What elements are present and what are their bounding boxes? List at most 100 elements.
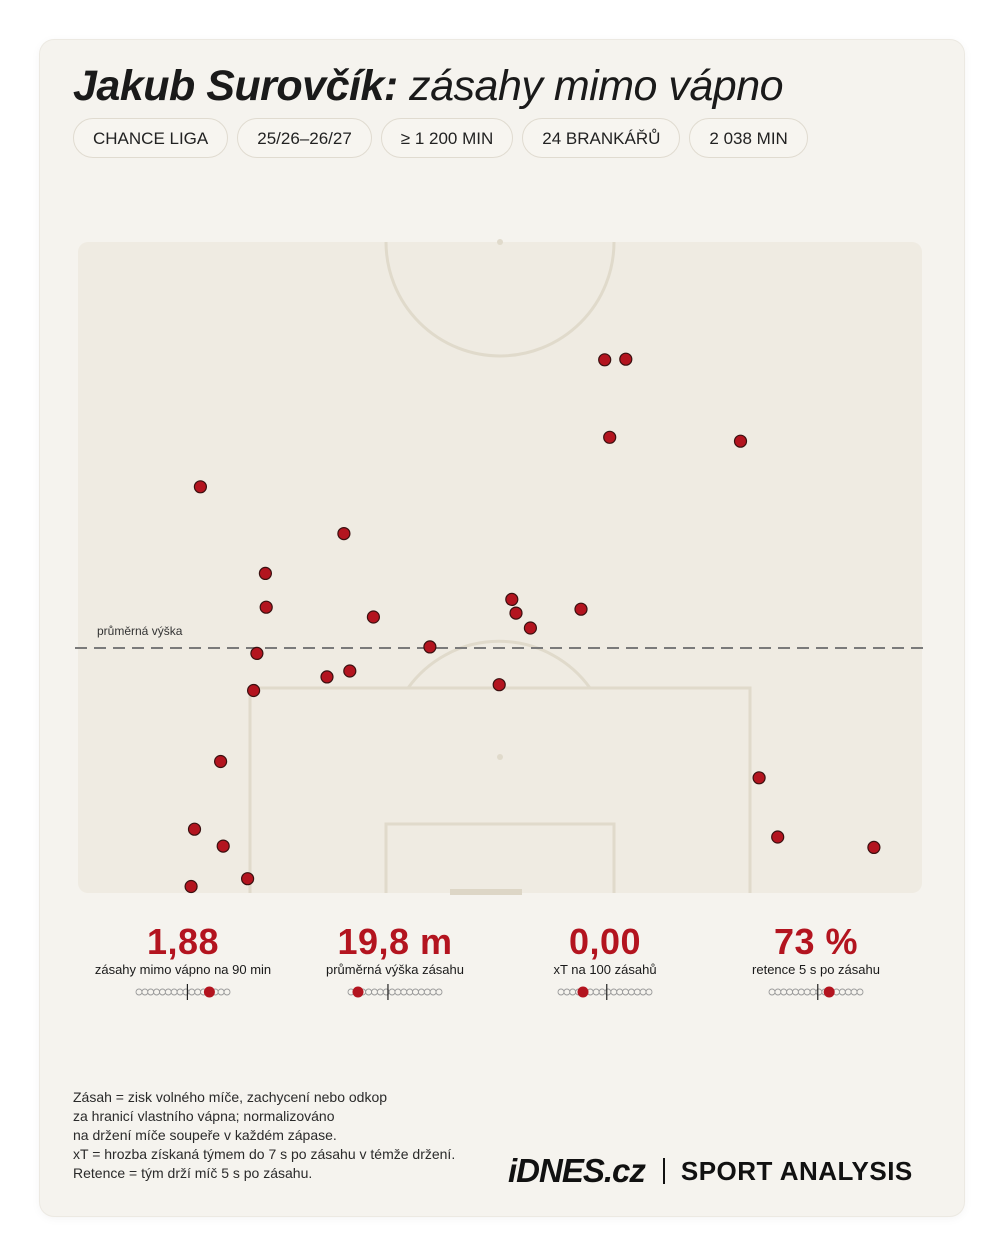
intervention-point [343,664,357,678]
distribution-dot [176,988,184,996]
intervention-point [619,352,633,366]
distribution-strip [557,984,653,1000]
distribution-dot [797,988,805,996]
player-name: Jakub Surovčík: [73,62,398,110]
intervention-point [184,879,198,894]
distribution-dot [429,988,437,996]
intervention-point [509,606,523,620]
filter-pill-league: CHANCE LIGA [73,118,229,158]
intervention-point [214,754,228,769]
stat-label: retence 5 s po zásahu [752,962,880,977]
distribution-dot [809,988,817,996]
distribution-dot [135,988,143,996]
idnes-logo: iDNES.cz [508,1152,646,1189]
player-marker [352,986,364,998]
distribution-strip [135,984,231,1000]
distribution-dot [610,988,618,996]
scatter-points [184,352,881,894]
pitch-chart: průměrná výška [75,239,930,895]
distribution-strip [768,984,864,1000]
distribution-dot [423,988,431,996]
intervention-point [771,830,785,844]
intervention-point [423,640,437,654]
distribution-dot [371,988,378,996]
distribution-dot [856,988,864,996]
stat-label: xT na 100 zásahů [553,962,657,977]
distribution-dot [850,988,858,996]
distribution-dot [815,988,823,996]
footnote-line: xT = hrozba získaná týmem do 7 s po zása… [73,1146,456,1162]
intervention-point [241,872,255,886]
penalty-spot [497,754,503,760]
penalty-arc [406,639,592,689]
distribution-dot [417,988,425,996]
distribution-dot [365,988,373,996]
player-marker [203,986,215,998]
distribution-dot [786,988,794,996]
brand-footer: iDNES.cz SPORT ANALYSIS [508,1148,913,1194]
filter-pills: CHANCE LIGA 25/26–26/27 ≥ 1 200 MIN 24 B… [73,118,808,158]
footnote-line: za hranicí vlastního vápna; normalizován… [73,1108,335,1124]
distribution-dot [838,988,846,996]
distribution-dot [164,988,172,996]
average-height-label: průměrná výška [97,624,183,638]
stat-interventions: 1,88 zásahy mimo vápno na 90 min [73,922,293,1000]
page-title: Jakub Surovčík: zásahy mimo vápno [73,58,784,114]
distribution-dot [400,988,408,996]
stat-label: průměrná výška zásahu [325,962,464,977]
intervention-point [366,610,380,624]
filter-pill-min-minutes: ≥ 1 200 MIN [380,118,514,158]
filter-pill-goalkeepers: 24 BRANKÁŘŮ [522,118,681,158]
stat-value: 19,8 m [337,921,453,962]
distribution-strip [347,984,443,1000]
intervention-point [598,353,612,367]
intervention-point [752,771,766,785]
stat-value: 73 % [773,921,859,962]
distribution-dot [170,988,178,996]
intervention-point [337,527,351,541]
distribution-dot [557,988,565,996]
filter-pill-minutes: 2 038 MIN [689,118,808,158]
intervention-point [867,840,881,855]
distribution-dot [563,988,571,996]
distribution-dot [598,988,606,996]
distribution-dot [194,988,202,996]
distribution-dot [147,988,155,996]
distribution-dot [159,988,166,996]
intervention-point [733,434,748,448]
stat-xt: 0,00 xT na 100 zásahů [495,922,715,1000]
goal-box [384,822,616,893]
intervention-point [258,566,272,580]
footnote-line: na držení míče soupeře v každém zápase. [73,1127,337,1143]
filter-pill-seasons: 25/26–26/27 [237,118,372,158]
distribution-dot [406,988,414,996]
intervention-point [247,683,261,698]
stat-retention: 73 % retence 5 s po zásahu [706,922,926,1000]
distribution-dot [604,988,612,996]
distribution-dot [616,988,624,996]
center-circle [384,241,616,358]
intervention-point [523,621,537,635]
distribution-dot [639,988,647,996]
stat-value: 1,88 [146,921,220,962]
distribution-dot [844,988,852,996]
center-spot [497,239,503,245]
distribution-dot [627,988,635,996]
distribution-dot [592,988,600,996]
distribution-dot [645,988,653,996]
distribution-dot [188,988,196,996]
intervention-point [216,839,230,853]
intervention-point [505,592,519,606]
pitch-surface [78,242,922,893]
brand-divider [662,1158,665,1184]
footnote-line: Retence = tým drží míč 5 s po zásahu. [73,1165,313,1181]
brand-section: SPORT ANALYSIS [680,1155,913,1186]
distribution-dot [792,988,799,996]
distribution-dot [569,988,577,996]
distribution-dot [388,988,396,996]
distribution-dot [435,988,443,996]
intervention-point [259,600,273,614]
intervention-point [603,430,617,444]
intervention-point [250,646,264,660]
title-subtitle: zásahy mimo vápno [409,62,784,110]
